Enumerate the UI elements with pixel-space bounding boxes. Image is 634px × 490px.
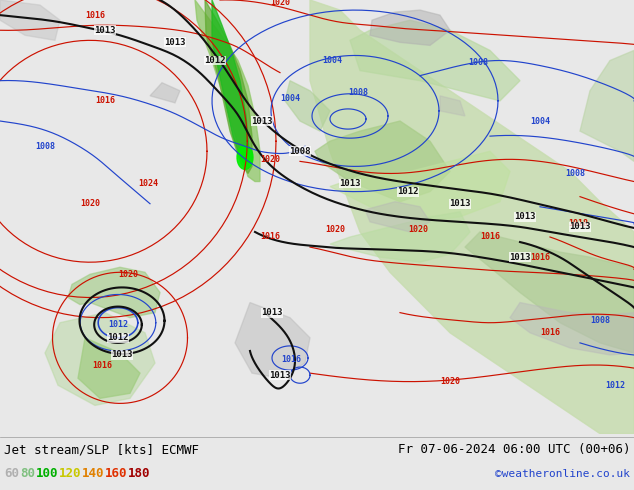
Polygon shape (580, 50, 634, 161)
Text: 1020: 1020 (325, 225, 345, 234)
Polygon shape (330, 212, 470, 262)
Polygon shape (150, 83, 180, 103)
Polygon shape (465, 232, 634, 353)
Text: 1016: 1016 (281, 355, 301, 364)
Text: 1013: 1013 (450, 199, 471, 208)
Text: 1016: 1016 (540, 328, 560, 337)
Polygon shape (370, 10, 450, 46)
Text: 1013: 1013 (94, 26, 116, 35)
Text: 1016: 1016 (92, 361, 112, 369)
Text: 1008: 1008 (468, 58, 488, 67)
Text: 1016: 1016 (530, 253, 550, 262)
Text: 180: 180 (128, 467, 150, 480)
Text: 1012: 1012 (108, 320, 128, 329)
Polygon shape (350, 20, 520, 101)
Text: 1013: 1013 (164, 38, 186, 47)
Text: 1008: 1008 (289, 147, 311, 156)
Text: 1013: 1013 (509, 253, 531, 262)
Text: 1012: 1012 (107, 333, 129, 343)
Polygon shape (315, 121, 450, 202)
Text: 1020: 1020 (260, 155, 280, 164)
Polygon shape (330, 151, 510, 222)
Polygon shape (310, 0, 634, 434)
Polygon shape (237, 145, 253, 170)
Polygon shape (235, 302, 310, 378)
Text: 1016: 1016 (480, 232, 500, 242)
Text: 1013: 1013 (111, 350, 133, 360)
Text: 1020: 1020 (408, 225, 428, 234)
Text: 1016: 1016 (85, 11, 105, 20)
Text: 1013: 1013 (569, 222, 591, 231)
Text: 1012: 1012 (204, 56, 226, 65)
Polygon shape (510, 302, 634, 355)
Polygon shape (212, 0, 249, 167)
Polygon shape (440, 96, 465, 116)
Text: 1013: 1013 (514, 212, 536, 221)
Text: 60: 60 (4, 467, 19, 480)
Text: 1020: 1020 (440, 377, 460, 386)
Text: 1013: 1013 (269, 370, 291, 380)
Text: 1013: 1013 (261, 308, 283, 317)
Text: 1012: 1012 (398, 187, 418, 196)
Text: 1008: 1008 (348, 88, 368, 98)
Text: ©weatheronline.co.uk: ©weatheronline.co.uk (495, 469, 630, 479)
Text: 1020: 1020 (118, 270, 138, 279)
Polygon shape (285, 81, 330, 131)
Text: 1020: 1020 (270, 0, 290, 6)
Polygon shape (45, 313, 155, 405)
Text: 1020: 1020 (80, 199, 100, 208)
Polygon shape (78, 338, 140, 398)
Text: 1008: 1008 (565, 169, 585, 178)
Text: 100: 100 (36, 467, 58, 480)
Polygon shape (205, 0, 252, 173)
Text: 80: 80 (20, 467, 35, 480)
Text: 1008: 1008 (590, 316, 610, 325)
Text: Fr 07-06-2024 06:00 UTC (00+06): Fr 07-06-2024 06:00 UTC (00+06) (398, 443, 630, 456)
Text: 1018: 1018 (568, 220, 588, 228)
Text: 140: 140 (82, 467, 105, 480)
Text: 1004: 1004 (322, 56, 342, 65)
Text: 1004: 1004 (280, 95, 300, 103)
Text: 1012: 1012 (605, 381, 625, 390)
Polygon shape (195, 0, 260, 181)
Text: 120: 120 (59, 467, 82, 480)
Text: 1013: 1013 (251, 117, 273, 125)
Polygon shape (365, 202, 430, 232)
Text: 160: 160 (105, 467, 127, 480)
Text: 1016: 1016 (95, 97, 115, 105)
Text: 1008: 1008 (35, 142, 55, 151)
Text: 1024: 1024 (138, 179, 158, 188)
Polygon shape (68, 267, 160, 318)
Text: 1004: 1004 (530, 117, 550, 125)
Text: Jet stream/SLP [kts] ECMWF: Jet stream/SLP [kts] ECMWF (4, 443, 199, 456)
Polygon shape (0, 0, 60, 40)
Text: 1013: 1013 (339, 179, 361, 188)
Text: 1016: 1016 (260, 232, 280, 242)
